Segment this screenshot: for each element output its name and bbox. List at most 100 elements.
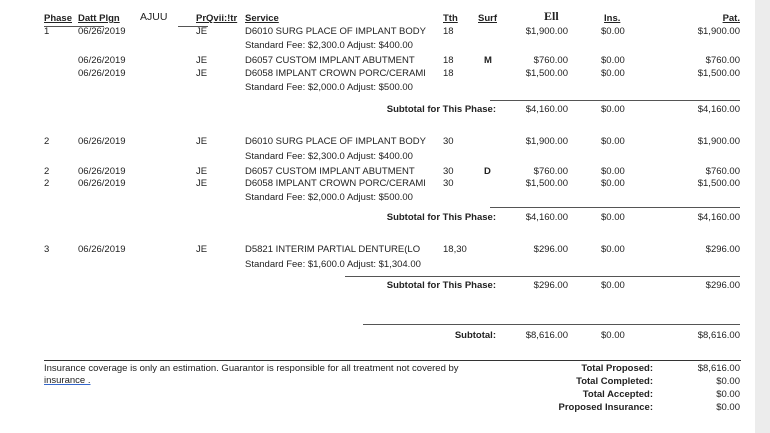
subtotal-label: Subtotal for This Phase: <box>386 280 496 291</box>
provider: JE <box>196 26 208 37</box>
fee-note: Standard Fee: $1,600.0 Adjust: $1,304.00 <box>245 259 421 270</box>
date: 06/26/2019 <box>78 136 126 147</box>
provider: JE <box>196 136 208 147</box>
patient: $1,900.00 <box>697 26 740 37</box>
service: D6010 SURG PLACE OF IMPLANT BODY <box>245 136 426 147</box>
tooth: 18 <box>443 68 454 79</box>
insurance: $0.00 <box>601 330 625 341</box>
service: D6057 CUSTOM IMPLANT ABUTMENT <box>245 166 415 177</box>
fee: $296.00 <box>533 244 568 255</box>
fee-note: Standard Fee: $2,000.0 Adjust: $500.00 <box>245 82 413 93</box>
patient: $8,616.00 <box>697 330 740 341</box>
insurance: $0.00 <box>601 136 625 147</box>
disclaimer-text: Insurance coverage is only an estimation… <box>44 363 459 374</box>
divider <box>44 26 104 27</box>
date: 06/26/2019 <box>78 166 126 177</box>
date: 06/26/2019 <box>78 68 126 79</box>
insurance: $0.00 <box>601 68 625 79</box>
header-ajuu: AJUU <box>140 11 168 23</box>
divider <box>490 207 740 208</box>
fee: $4,160.00 <box>525 212 568 223</box>
header-ins: Ins. <box>604 13 621 24</box>
total-label: Total Accepted: <box>582 389 653 400</box>
total-value: $0.00 <box>716 376 740 387</box>
patient: $760.00 <box>705 166 740 177</box>
divider <box>345 276 740 277</box>
phase: 3 <box>44 244 50 255</box>
date: 06/26/2019 <box>78 244 126 255</box>
fee: $1,900.00 <box>525 26 568 37</box>
fee: $1,500.00 <box>525 68 568 79</box>
fee: $8,616.00 <box>525 330 568 341</box>
tooth: 30 <box>443 136 454 147</box>
phase: 2 <box>44 136 50 147</box>
disclaimer: Insurance coverage is only an estimation… <box>44 363 539 387</box>
service: D6010 SURG PLACE OF IMPLANT BODY <box>245 26 426 37</box>
subtotal-label: Subtotal for This Phase: <box>386 212 496 223</box>
insurance: $0.00 <box>601 280 625 291</box>
fee: $1,500.00 <box>525 178 568 189</box>
fee-note: Standard Fee: $2,000.0 Adjust: $500.00 <box>245 192 413 203</box>
phase: 1 <box>44 26 50 37</box>
fee: $296.00 <box>533 280 568 291</box>
service: D6058 IMPLANT CROWN PORC/CERAMI <box>245 178 426 189</box>
header-phase: Phase <box>44 13 72 24</box>
surface: D <box>484 166 491 177</box>
header-tth: Tth <box>443 13 458 24</box>
fee-note: Standard Fee: $2,300.0 Adjust: $400.00 <box>245 151 413 162</box>
date: 06/26/2019 <box>78 55 126 66</box>
scrollbar[interactable] <box>755 0 770 433</box>
total-value: $8,616.00 <box>697 363 740 374</box>
provider: JE <box>196 178 208 189</box>
service: D6058 IMPLANT CROWN PORC/CERAMI <box>245 68 426 79</box>
subtotal-label: Subtotal for This Phase: <box>386 104 496 115</box>
header-provider: PrQvii:!tr <box>196 13 238 24</box>
provider: JE <box>196 68 208 79</box>
insurance-link[interactable]: insurance . <box>44 375 91 386</box>
total-label: Proposed Insurance: <box>558 402 654 413</box>
phase: 2 <box>44 166 50 177</box>
total-value: $0.00 <box>716 402 740 413</box>
insurance: $0.00 <box>601 55 625 66</box>
provider: JE <box>196 244 208 255</box>
patient: $760.00 <box>705 55 740 66</box>
header-surf: Surf <box>478 13 497 24</box>
patient: $1,900.00 <box>697 136 740 147</box>
insurance: $0.00 <box>601 212 625 223</box>
patient: $1,500.00 <box>697 178 740 189</box>
divider <box>44 360 741 361</box>
divider <box>490 100 740 101</box>
fee: $760.00 <box>533 55 568 66</box>
date: 06/26/2019 <box>78 178 126 189</box>
patient: $1,500.00 <box>697 68 740 79</box>
fee-note: Standard Fee: $2,300.0 Adjust: $400.00 <box>245 40 413 51</box>
tooth: 30 <box>443 166 454 177</box>
total-label: Total Proposed: <box>581 363 653 374</box>
divider <box>363 324 740 325</box>
patient: $296.00 <box>705 280 740 291</box>
subtotal-label: Subtotal: <box>454 330 496 341</box>
insurance: $0.00 <box>601 166 625 177</box>
insurance: $0.00 <box>601 178 625 189</box>
fee: $760.00 <box>533 166 568 177</box>
header-date: Datt Plgn <box>78 13 120 24</box>
surface: M <box>484 55 492 66</box>
patient: $4,160.00 <box>697 104 740 115</box>
service: D6057 CUSTOM IMPLANT ABUTMENT <box>245 55 415 66</box>
total-label: Total Completed: <box>576 376 653 387</box>
patient: $4,160.00 <box>697 212 740 223</box>
header-fee: Ell <box>544 9 559 23</box>
tooth: 18 <box>443 26 454 37</box>
insurance: $0.00 <box>601 26 625 37</box>
tooth: 18,30 <box>443 244 467 255</box>
phase: 2 <box>44 178 50 189</box>
service: D5821 INTERIM PARTIAL DENTURE(LO <box>245 244 421 255</box>
total-value: $0.00 <box>716 389 740 400</box>
provider: JE <box>196 55 208 66</box>
tooth: 30 <box>443 178 454 189</box>
fee: $1,900.00 <box>525 136 568 147</box>
divider <box>178 26 208 27</box>
tooth: 18 <box>443 55 454 66</box>
insurance: $0.00 <box>601 244 625 255</box>
patient: $296.00 <box>705 244 740 255</box>
